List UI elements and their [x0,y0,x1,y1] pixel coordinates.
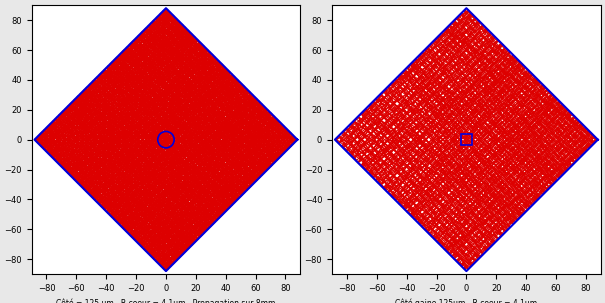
X-axis label: Côté = 125 µm   R coeur = 4,1µm   Propagation sur 8mm: Côté = 125 µm R coeur = 4,1µm Propagatio… [56,298,276,303]
Bar [461,135,472,145]
X-axis label: Côté gaine 125µm   R coeur = 4,1µm: Côté gaine 125µm R coeur = 4,1µm [395,298,537,303]
